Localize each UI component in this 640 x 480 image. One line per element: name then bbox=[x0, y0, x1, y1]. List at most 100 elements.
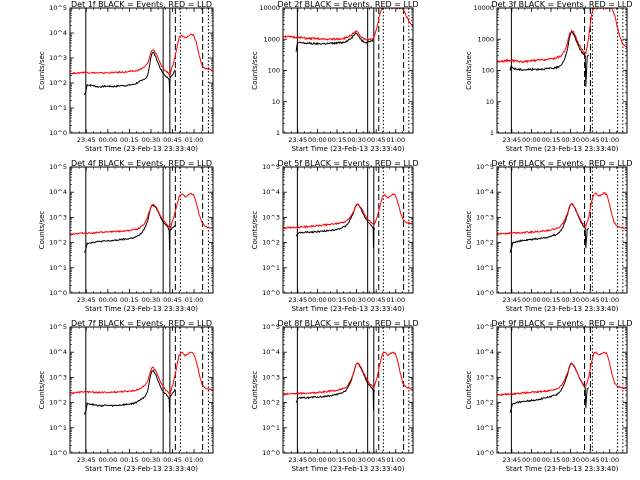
axes-frame bbox=[282, 166, 414, 294]
y-tick-label: 10^3 bbox=[49, 373, 67, 381]
axes-frame bbox=[69, 7, 214, 134]
x-tick-label: 01:00 bbox=[386, 456, 405, 464]
x-tick-label: 00:00 bbox=[308, 296, 327, 304]
y-tick-label: 1 bbox=[276, 129, 280, 137]
y-tick-label: 10^4 bbox=[262, 188, 280, 196]
panel-det-9: Det 9f BLACK = Events, RED = LLD 10^0 10^1… bbox=[465, 319, 633, 473]
y-tick-label: 10^5 bbox=[49, 163, 67, 171]
x-axis-label: Start Time (23-Feb-13 23:33:40) bbox=[505, 465, 618, 473]
panel-title: Det 4f BLACK = Events, RED = LLD bbox=[71, 159, 212, 168]
x-tick-label: 00:00 bbox=[308, 136, 327, 144]
y-tick-label: 10^1 bbox=[476, 264, 494, 272]
y-tick-label: 10^5 bbox=[262, 323, 280, 331]
x-tick-label: 00:45 bbox=[581, 296, 600, 304]
lld-series-line bbox=[283, 193, 413, 230]
x-tick-label: 00:30 bbox=[142, 296, 161, 304]
axes-frame bbox=[496, 7, 628, 134]
x-tick-label: 00:15 bbox=[542, 296, 561, 304]
x-tick-label: 23:45 bbox=[288, 136, 307, 144]
axes-frame bbox=[496, 326, 628, 454]
y-tick-label: 1 bbox=[490, 129, 494, 137]
lld-series-line bbox=[70, 192, 213, 236]
y-tick-label: 10^3 bbox=[262, 373, 280, 381]
y-axis-label: Counts/sec bbox=[465, 371, 473, 410]
y-axis-label: Counts/sec bbox=[465, 211, 473, 250]
y-axis-label: Counts/sec bbox=[251, 51, 259, 90]
y-tick-label: 10^1 bbox=[262, 264, 280, 272]
y-tick-label: 10^2 bbox=[476, 399, 494, 407]
y-tick-label: 10^3 bbox=[49, 54, 67, 62]
events-series-line bbox=[83, 369, 176, 415]
y-tick-label: 10^1 bbox=[262, 424, 280, 432]
panel-title: Det 8f BLACK = Events, RED = LLD bbox=[277, 319, 418, 328]
y-tick-label: 10^4 bbox=[476, 188, 494, 196]
y-axis-label: Counts/sec bbox=[465, 51, 473, 90]
y-tick-label: 10^5 bbox=[262, 163, 280, 171]
x-axis-label: Start Time (23-Feb-13 23:33:40) bbox=[291, 305, 404, 313]
plot-area bbox=[283, 8, 413, 133]
y-tick-label: 10 bbox=[272, 98, 280, 106]
plot-area bbox=[283, 327, 413, 453]
x-axis-label: Start Time (23-Feb-13 23:33:40) bbox=[85, 145, 198, 153]
events-series-line bbox=[295, 32, 374, 52]
x-tick-label: 00:45 bbox=[367, 296, 386, 304]
x-tick-label: 00:45 bbox=[163, 456, 182, 464]
plot-area bbox=[70, 167, 213, 293]
plot-area bbox=[70, 8, 213, 133]
y-tick-label: 10^3 bbox=[476, 213, 494, 221]
y-axis-label: Counts/sec bbox=[38, 211, 46, 250]
y-tick-label: 10^0 bbox=[262, 289, 280, 297]
y-tick-label: 10^3 bbox=[262, 213, 280, 221]
panel-det-2: Det 2f BLACK = Events, RED = LLD 1 10 100 10… bbox=[251, 0, 419, 153]
x-tick-label: 01:00 bbox=[386, 136, 405, 144]
plot-area bbox=[283, 167, 413, 293]
panel-det-3: Det 3f BLACK = Events, RED = LLD 1 10 100 10… bbox=[465, 0, 633, 153]
lld-series-line bbox=[283, 351, 413, 396]
panel-title: Det 2f BLACK = Events, RED = LLD bbox=[277, 0, 418, 9]
y-tick-label: 10^1 bbox=[49, 424, 67, 432]
events-series-line bbox=[83, 51, 176, 95]
y-tick-label: 10^4 bbox=[476, 348, 494, 356]
events-series-line bbox=[83, 204, 176, 253]
y-axis-label: Counts/sec bbox=[38, 371, 46, 410]
plot-area bbox=[70, 327, 213, 453]
lld-series-line bbox=[497, 8, 627, 64]
lld-series-line bbox=[497, 192, 627, 236]
x-tick-label: 01:00 bbox=[600, 136, 619, 144]
x-tick-label: 23:45 bbox=[288, 456, 307, 464]
y-tick-label: 10^2 bbox=[49, 79, 67, 87]
x-tick-label: 00:00 bbox=[98, 136, 117, 144]
x-tick-label: 00:15 bbox=[328, 456, 347, 464]
x-tick-label: 00:15 bbox=[328, 296, 347, 304]
lld-series-line bbox=[70, 351, 213, 396]
x-tick-label: 00:45 bbox=[367, 136, 386, 144]
y-tick-label: 10000 bbox=[473, 4, 494, 12]
y-tick-label: 10^1 bbox=[476, 424, 494, 432]
y-tick-label: 10^5 bbox=[49, 4, 67, 12]
x-tick-label: 00:30 bbox=[347, 456, 366, 464]
plot-area bbox=[497, 167, 627, 293]
panel-title: Det 6f BLACK = Events, RED = LLD bbox=[491, 159, 632, 168]
x-tick-label: 00:15 bbox=[120, 136, 139, 144]
y-tick-label: 10^2 bbox=[262, 399, 280, 407]
y-tick-label: 1000 bbox=[477, 35, 494, 43]
x-tick-label: 00:30 bbox=[347, 136, 366, 144]
y-tick-label: 10^3 bbox=[476, 373, 494, 381]
panel-title: Det 5f BLACK = Events, RED = LLD bbox=[277, 159, 418, 168]
x-tick-label: 00:45 bbox=[581, 456, 600, 464]
y-tick-label: 10 bbox=[486, 98, 494, 106]
x-tick-label: 01:00 bbox=[600, 296, 619, 304]
x-tick-label: 00:45 bbox=[163, 296, 182, 304]
x-tick-label: 01:00 bbox=[185, 136, 204, 144]
x-tick-label: 00:00 bbox=[522, 296, 541, 304]
y-tick-label: 10^4 bbox=[49, 29, 67, 37]
y-tick-label: 10^0 bbox=[476, 449, 494, 457]
x-tick-label: 00:00 bbox=[98, 296, 117, 304]
axes-frame bbox=[282, 326, 414, 454]
y-tick-label: 10^4 bbox=[262, 348, 280, 356]
lld-series-line bbox=[283, 8, 413, 41]
x-tick-label: 23:45 bbox=[502, 296, 521, 304]
x-tick-label: 23:45 bbox=[502, 456, 521, 464]
y-tick-label: 100 bbox=[268, 67, 280, 75]
